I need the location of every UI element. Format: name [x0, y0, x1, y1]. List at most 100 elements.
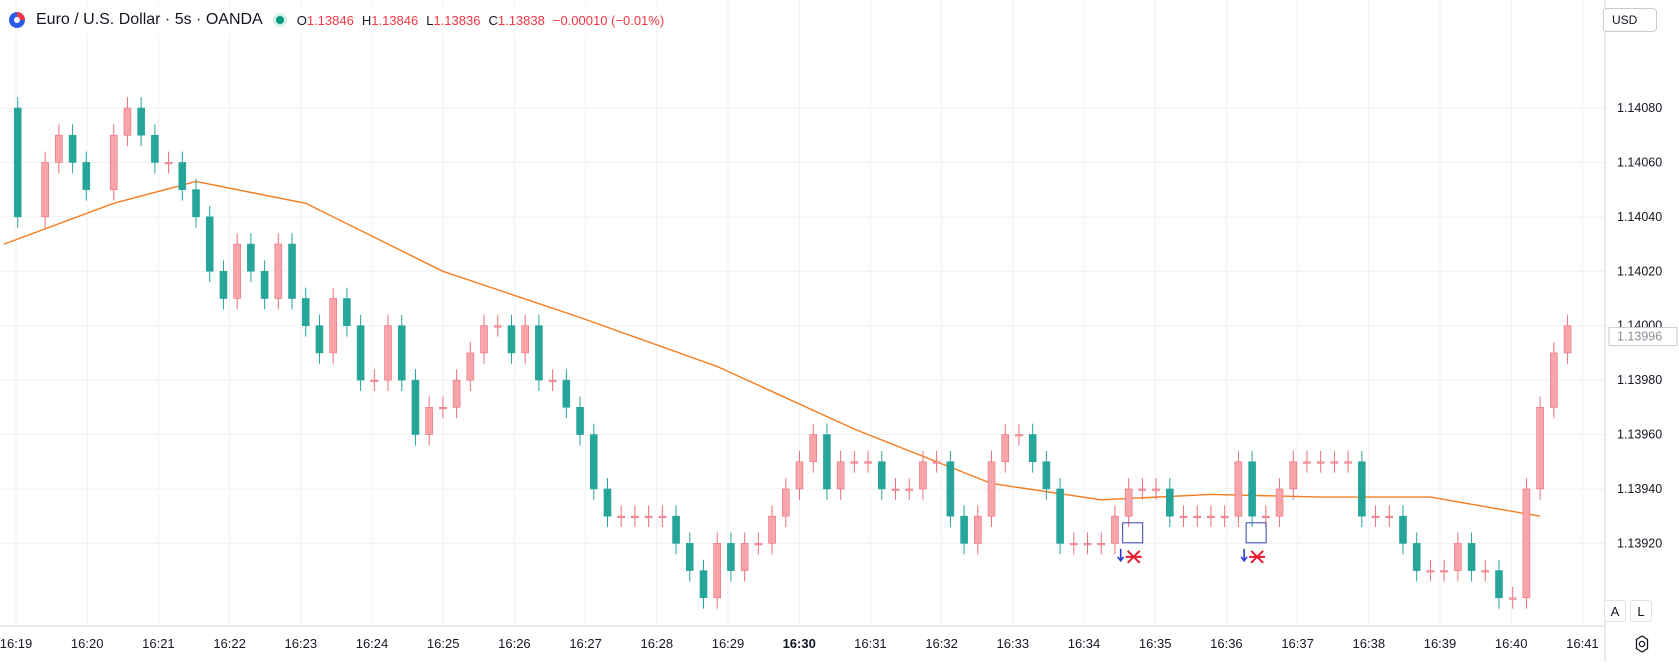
y-tick-label: 1.13920	[1617, 536, 1662, 550]
symbol-title[interactable]: Euro / U.S. Dollar · 5s · OANDA	[36, 11, 263, 28]
candle-body	[905, 488, 914, 491]
candle-body	[1179, 515, 1188, 518]
last-price-box	[1608, 327, 1678, 347]
signal-star-icon	[1125, 550, 1142, 564]
candle-body	[1207, 515, 1215, 518]
x-tick-label: 16:21	[142, 636, 175, 651]
candle-body	[919, 461, 927, 490]
candle-body	[315, 325, 324, 354]
candle-body	[795, 461, 804, 490]
candle-body	[781, 488, 790, 517]
candle-body	[1399, 515, 1407, 544]
candle-body	[109, 134, 118, 190]
y-tick-label: 1.13960	[1617, 428, 1662, 442]
x-tick-label: 16:27	[569, 636, 602, 651]
candle-body	[1440, 570, 1448, 573]
candle-body	[644, 515, 653, 518]
x-tick-label: 16:28	[641, 636, 674, 651]
candle-body	[1070, 543, 1078, 546]
price-change: −0.00010 (−0.01%)	[552, 12, 665, 28]
candle-body	[68, 134, 77, 163]
candle-body	[425, 407, 433, 435]
candle-body	[1042, 461, 1051, 490]
candle-body	[1550, 352, 1558, 408]
candle-body	[932, 461, 941, 464]
candle-body	[1234, 461, 1243, 517]
x-tick-label: 16:30	[783, 636, 816, 651]
market-status-icon[interactable]	[272, 13, 287, 27]
candle-body	[1001, 434, 1010, 463]
candle-body	[521, 325, 529, 354]
candle-body	[356, 325, 365, 381]
candle-body	[809, 434, 818, 463]
sell-arrow-icon	[1117, 548, 1125, 563]
candle-body	[603, 488, 612, 517]
moving-average	[3, 180, 1541, 517]
candle-body	[672, 515, 680, 544]
candle-body	[617, 515, 625, 518]
candle-body	[589, 434, 598, 490]
candle-body	[480, 325, 488, 354]
log-scale-button[interactable]: L	[1630, 600, 1652, 622]
x-tick-label: 16:39	[1424, 636, 1457, 651]
candle-body	[562, 379, 571, 408]
candle-body	[1028, 434, 1037, 463]
candle-body	[1111, 515, 1119, 544]
candle-body	[1426, 570, 1435, 573]
candle-body	[452, 379, 461, 408]
candle-body	[288, 243, 296, 299]
candle-body	[247, 243, 255, 272]
candle-body	[1262, 515, 1270, 518]
candle-body	[960, 515, 968, 544]
sell-arrow-icon	[1240, 548, 1248, 563]
x-tick-label: 16:40	[1495, 636, 1528, 651]
candle-body	[877, 461, 886, 490]
x-tick-label: 16:36	[1210, 636, 1243, 651]
candle-body	[713, 543, 722, 599]
candle-body	[685, 543, 694, 571]
auto-scale-button[interactable]: A	[1604, 600, 1626, 622]
candle-body	[891, 488, 900, 491]
candle-body	[631, 515, 639, 518]
candle-body	[1536, 407, 1544, 490]
x-tick-label: 16:31	[854, 636, 887, 651]
ohlc-open: O1.13846	[296, 12, 354, 28]
candle-body	[1220, 515, 1229, 518]
candle-body	[384, 325, 392, 381]
candle-body	[727, 543, 735, 571]
candle-body	[974, 515, 982, 544]
candle-body	[1056, 488, 1064, 544]
candle-body	[260, 270, 269, 299]
x-tick-label: 16:34	[1068, 636, 1101, 651]
y-tick-label: 1.14080	[1617, 101, 1662, 115]
ohlc-values: O1.13846 H1.13846 L1.13836 C1.13838 −0.0…	[297, 13, 664, 28]
candle-body	[836, 461, 845, 490]
candle-body	[151, 134, 159, 163]
candle-body	[1248, 461, 1256, 517]
candle-body	[1124, 488, 1133, 517]
currency-button[interactable]: USD	[1603, 8, 1657, 32]
last-price-label: 1.13996	[1617, 330, 1662, 344]
candle-body	[850, 461, 859, 464]
candle-body	[1166, 488, 1174, 517]
candle-body	[535, 325, 543, 381]
candle-body	[164, 162, 173, 165]
candle-body	[439, 407, 447, 410]
candle-body	[1015, 434, 1023, 437]
candle-body	[754, 543, 763, 546]
candle-body	[1303, 461, 1311, 464]
signals	[1117, 522, 1267, 564]
x-tick-label: 16:26	[498, 636, 531, 651]
x-tick-label: 16:25	[427, 636, 460, 651]
candle-body	[576, 407, 584, 435]
candle-body	[1193, 515, 1202, 518]
candle-body	[864, 461, 872, 464]
candle-body	[411, 379, 420, 435]
candle-body	[740, 543, 749, 571]
settings-gear-icon[interactable]	[1632, 634, 1652, 654]
y-tick-label: 1.14020	[1617, 264, 1662, 278]
candle-body	[233, 243, 241, 299]
ohlc-low: L1.13836	[426, 12, 481, 28]
